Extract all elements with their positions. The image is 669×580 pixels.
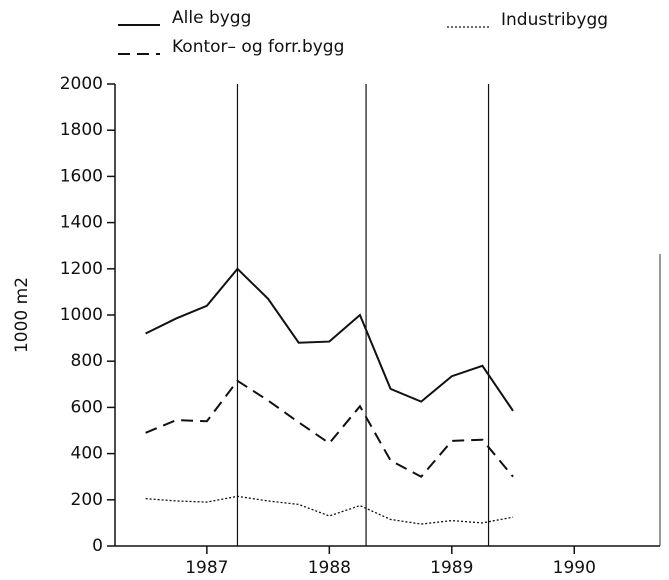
y-tick-label: 600	[71, 397, 103, 417]
y-tick-label: 800	[71, 351, 103, 371]
y-tick-label: 1800	[60, 120, 103, 140]
legend-label: Industribygg	[501, 10, 608, 30]
y-tick-label: 2000	[60, 74, 103, 94]
x-tick-label: 1989	[430, 558, 473, 578]
x-tick-label: 1988	[308, 558, 351, 578]
x-tick-label: 1990	[553, 558, 596, 578]
y-tick-label: 400	[71, 444, 103, 464]
y-tick-label: 0	[92, 536, 103, 556]
series-line	[145, 379, 514, 478]
y-axis-label: 1000 m2	[12, 277, 32, 353]
legend-label: Alle bygg	[172, 8, 251, 28]
y-tick-label: 1000	[60, 305, 103, 325]
series-line	[145, 495, 514, 525]
y-tick-label: 1600	[60, 166, 103, 186]
series-line	[145, 267, 514, 412]
y-tick-label: 200	[71, 490, 103, 510]
legend-label: Kontor– og forr.bygg	[172, 37, 344, 57]
y-tick-label: 1200	[60, 259, 103, 279]
y-tick-label: 1400	[60, 213, 103, 233]
x-tick-label: 1987	[185, 558, 228, 578]
